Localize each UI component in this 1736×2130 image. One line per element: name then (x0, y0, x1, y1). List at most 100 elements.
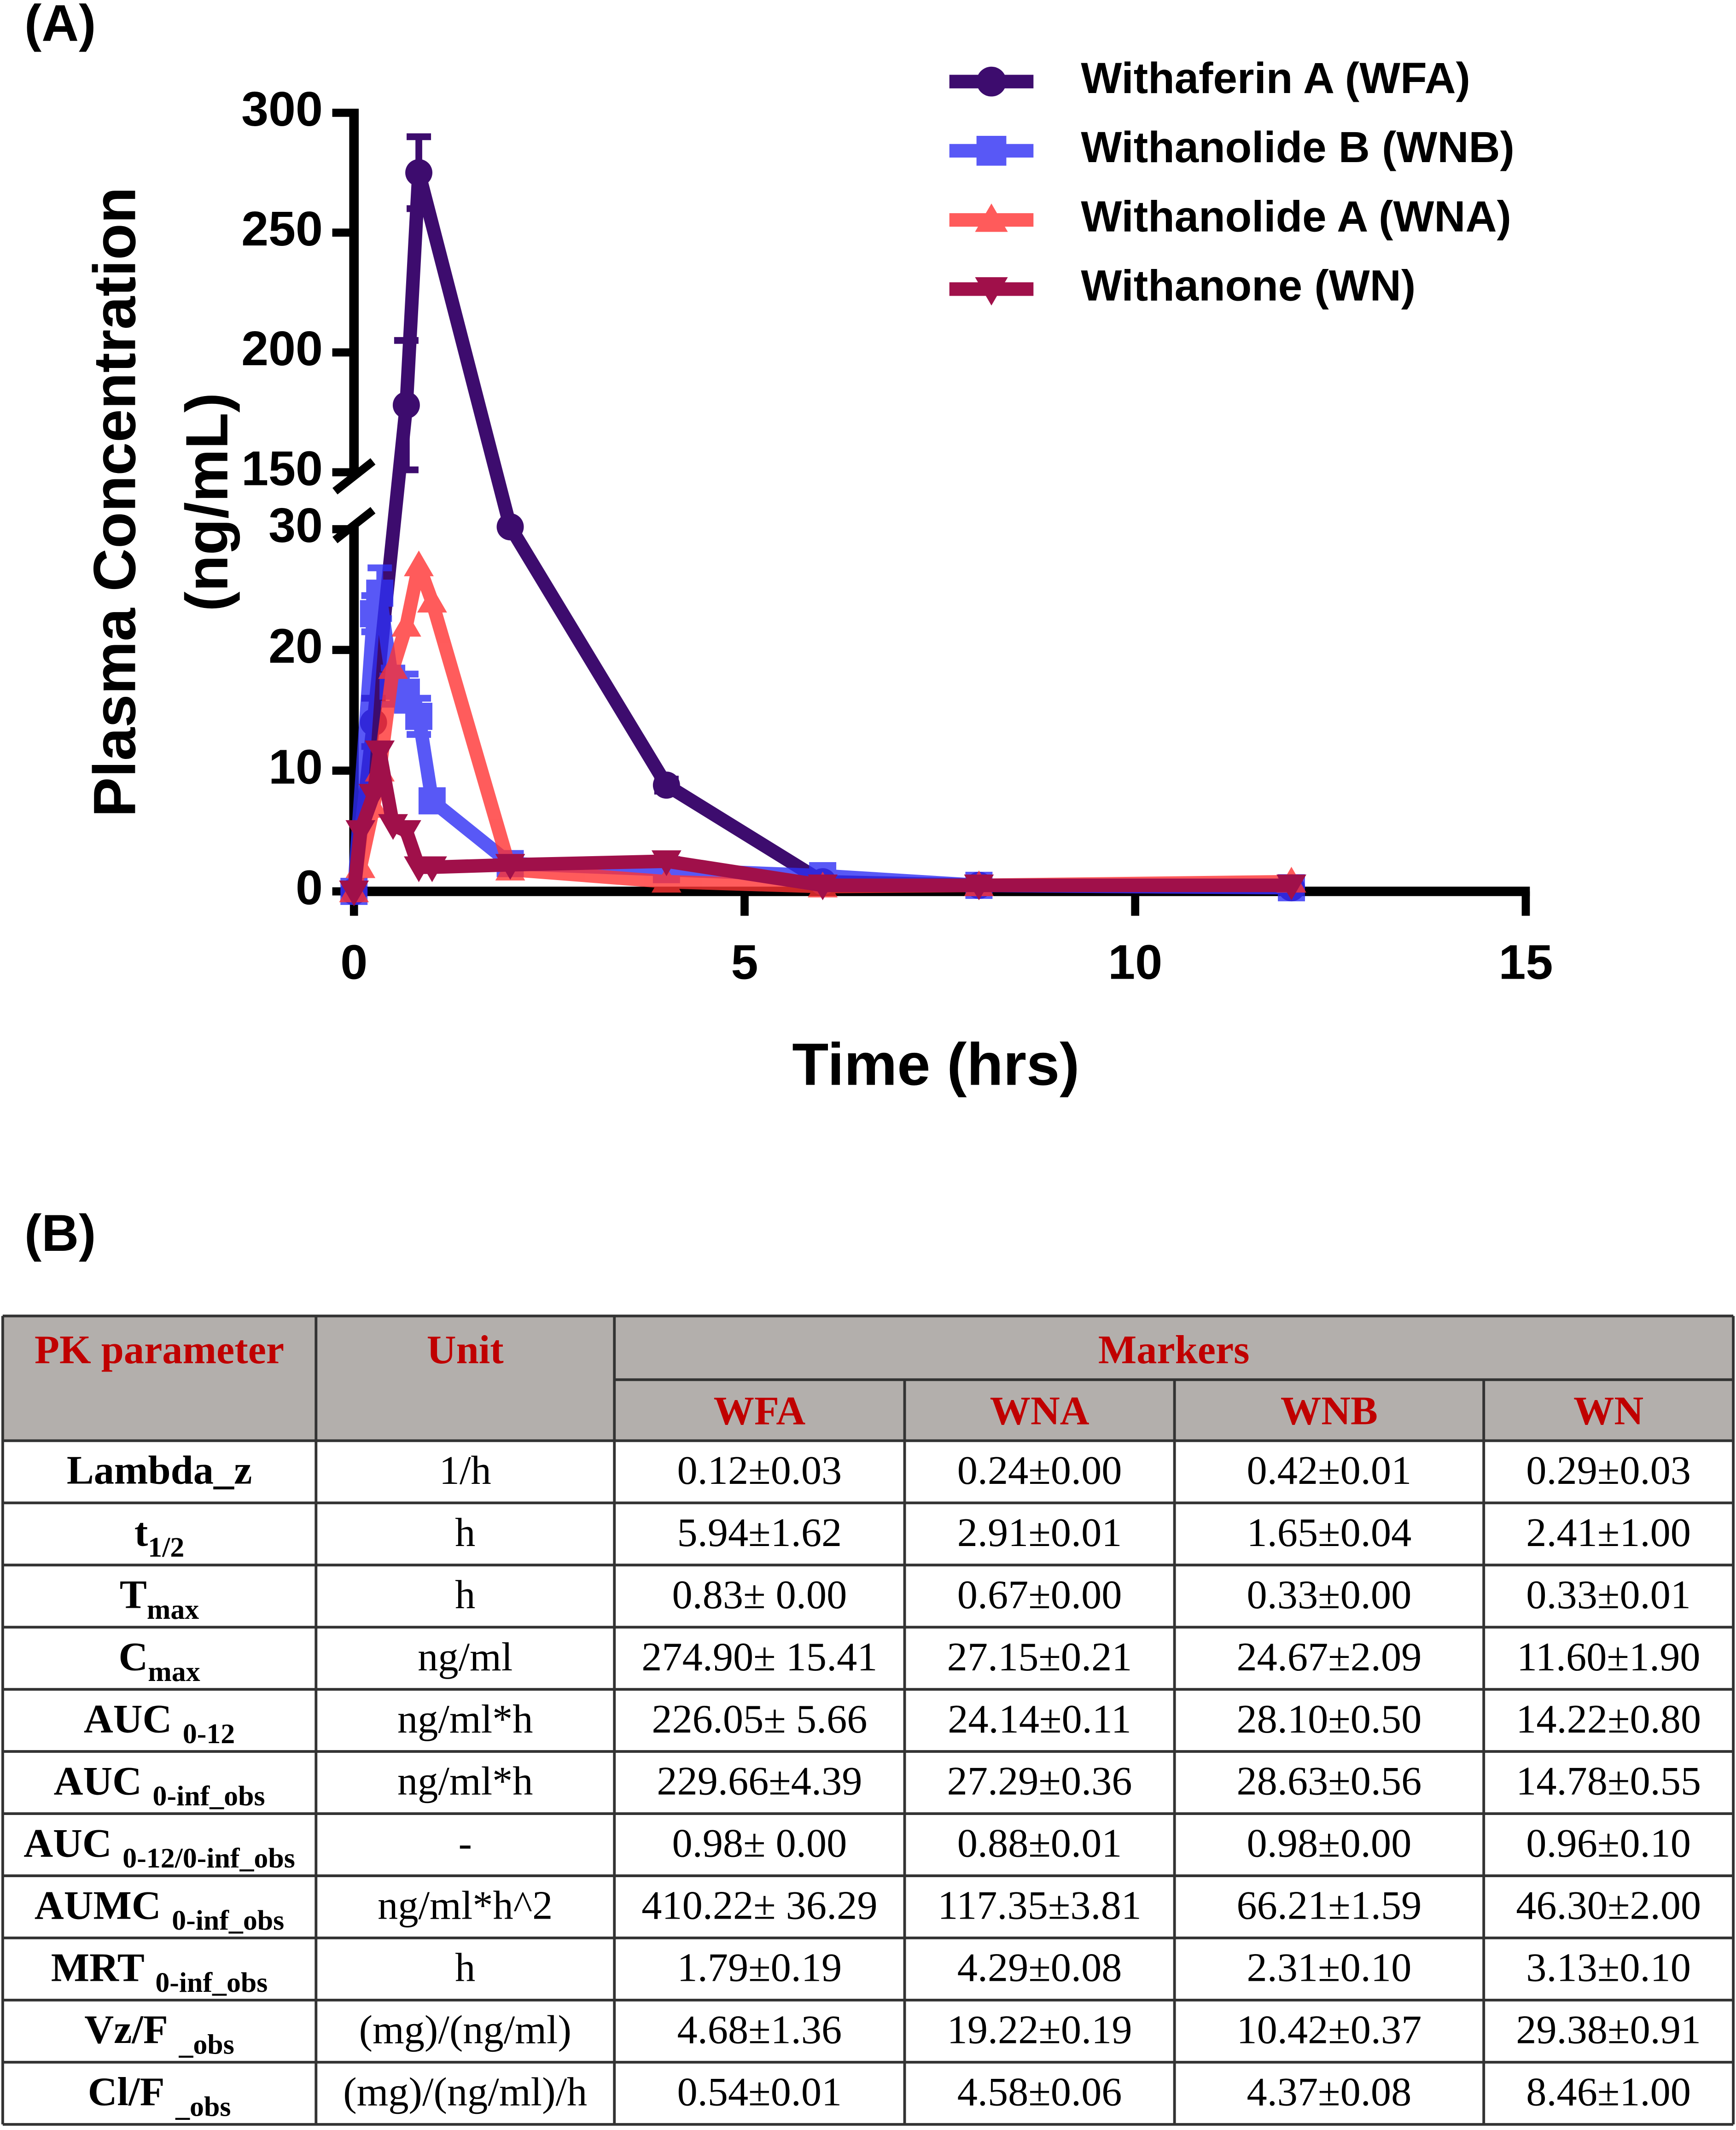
table-cell: 0.24±0.00 (957, 1448, 1122, 1493)
table-cell: 46.30±2.00 (1516, 1883, 1701, 1928)
parameter-cell: Cl/F _obs (88, 2069, 231, 2122)
table-cell: 1.79±0.19 (677, 1945, 842, 1990)
marker (496, 513, 524, 541)
parameter-subscript: 0-inf_obs (155, 1967, 268, 1998)
marker (976, 66, 1007, 97)
x-tick-label: 0 (340, 935, 367, 990)
table-cell: ng/ml*h^2 (378, 1883, 553, 1928)
y-tick-label: 20 (268, 619, 323, 673)
parameter-name: MRT (51, 1945, 145, 1990)
parameter-cell: Cmax (118, 1634, 200, 1687)
legend-item (949, 66, 1034, 97)
table-cell: (mg)/(ng/ml)/h (343, 2069, 587, 2114)
parameter-subscript: 0-12 (183, 1718, 235, 1750)
table-cell: ng/ml*h (397, 1697, 533, 1742)
table-cell: 229.66±4.39 (657, 1759, 862, 1804)
table-cell: 66.21±1.59 (1236, 1883, 1421, 1928)
table-cell: 1/h (439, 1448, 491, 1493)
table-cell: 4.58±0.06 (957, 2069, 1122, 2114)
table-cell: 19.22±0.19 (947, 2007, 1132, 2053)
table-cell: Markers (1098, 1327, 1250, 1372)
legend-item (949, 135, 1034, 166)
parameter-cell: t1/2 (134, 1510, 184, 1563)
marker (975, 203, 1008, 232)
table-cell: 274.90± 15.41 (641, 1634, 877, 1680)
table-cell: h (455, 1510, 475, 1555)
table-cell: 2.41±1.00 (1526, 1510, 1691, 1555)
table-cell: 28.10±0.50 (1236, 1697, 1421, 1742)
table-cell: 14.22±0.80 (1516, 1697, 1701, 1742)
legend-item (949, 203, 1034, 232)
marker (417, 856, 447, 882)
marker (405, 159, 432, 187)
table-cell: 27.29±0.36 (947, 1759, 1132, 1804)
y-tick-label: 300 (241, 82, 323, 136)
table-cell: 0.83± 0.00 (672, 1572, 847, 1617)
parameter-cell: Vz/F _obs (84, 2007, 234, 2060)
legend-label: Withanone (WN) (1081, 262, 1416, 310)
y-tick-label: 250 (241, 202, 323, 256)
table-cell: 5.94±1.62 (677, 1510, 842, 1555)
table-cell: ng/ml*h (397, 1759, 533, 1804)
marker (345, 820, 376, 846)
marker (365, 740, 395, 766)
table-cell: 3.13±0.10 (1526, 1945, 1691, 1990)
marker (651, 850, 682, 876)
table-cell: 29.38±0.91 (1516, 2007, 1701, 2053)
parameter-subscript: 0-inf_obs (172, 1905, 284, 1936)
table-cell: 0.54±0.01 (677, 2069, 842, 2114)
marker (652, 771, 680, 799)
series-line (347, 586, 1292, 895)
table-cell: 0.96±0.10 (1526, 1821, 1691, 1866)
marker (378, 653, 408, 679)
marker (976, 135, 1007, 166)
table-cell: 0.98±0.00 (1247, 1821, 1412, 1866)
table-cell: - (459, 1821, 472, 1866)
parameter-subscript: 0-inf_obs (153, 1780, 265, 1812)
table-cell: 4.29±0.08 (957, 1945, 1122, 1990)
table-cell: 410.22± 36.29 (641, 1883, 877, 1928)
parameter-subscript: max (147, 1594, 199, 1625)
y-tick-label: 10 (268, 740, 323, 794)
parameter-name: AUC (84, 1697, 172, 1742)
parameter-subscript: 0-12/0-inf_obs (122, 1843, 295, 1874)
parameter-cell: Tmax (120, 1572, 199, 1625)
table-cell: 10.42±0.37 (1236, 2007, 1421, 2053)
parameter-cell: AUC 0-inf_obs (54, 1759, 265, 1812)
marker (405, 702, 432, 730)
table-cell: 0.33±0.00 (1247, 1572, 1412, 1617)
table-cell: 27.15±0.21 (947, 1634, 1132, 1680)
table-cell: 4.37±0.08 (1247, 2069, 1412, 2114)
x-axis-title: Time (hrs) (792, 1032, 1079, 1098)
parameter-name: AUC (54, 1759, 142, 1804)
table-cell: 0.33±0.01 (1526, 1572, 1691, 1617)
x-tick-label: 10 (1108, 935, 1162, 990)
marker (366, 579, 394, 607)
y-axis-title: Plasma Concentration (ng/mL) (82, 187, 240, 817)
marker (404, 550, 434, 577)
legend-item (949, 277, 1034, 306)
table-cell: 14.78±0.55 (1516, 1759, 1701, 1804)
parameter-name: Vz/F (84, 2007, 168, 2053)
table-cell: 1.65±0.04 (1247, 1510, 1412, 1555)
parameter-subscript: _obs (178, 2029, 234, 2060)
table-cell: 11.60±1.90 (1517, 1634, 1701, 1680)
table-cell: 2.91±0.01 (957, 1510, 1122, 1555)
parameter-name: AUC (23, 1821, 111, 1866)
table-cell: PK parameter (35, 1327, 284, 1372)
x-tick-label: 15 (1499, 935, 1553, 990)
parameter-name: Cl/F (88, 2069, 165, 2114)
table-cell: 0.98± 0.00 (672, 1821, 847, 1866)
table-cell: 28.63±0.56 (1236, 1759, 1421, 1804)
table-cell: 226.05± 5.66 (652, 1697, 867, 1742)
y-axis-title-line: Plasma Concentration (82, 187, 148, 817)
table-cell: (mg)/(ng/ml) (359, 2007, 571, 2053)
legend: Withaferin A (WFA) Withanolide B (WNB) Wit… (949, 54, 1515, 310)
table: PK parameter Unit Markers WFA WNA WNB WN Lambda… (1, 1314, 1735, 2126)
parameter-name: t (134, 1510, 148, 1555)
table-cell: 24.14±0.11 (948, 1697, 1131, 1742)
marker (417, 586, 447, 613)
series (339, 740, 1306, 906)
